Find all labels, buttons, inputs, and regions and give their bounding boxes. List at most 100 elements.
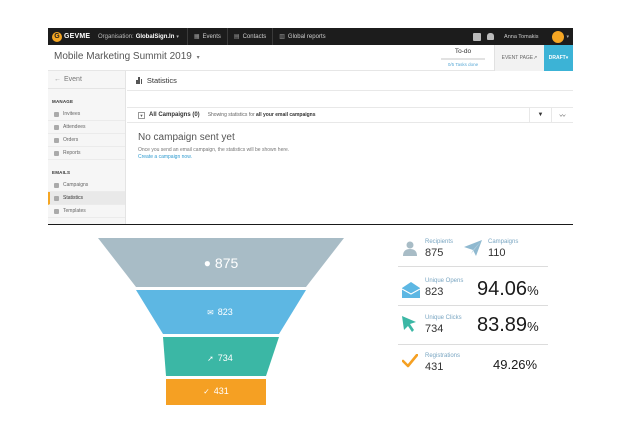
nav-events[interactable]: ▦ Events: [186, 28, 227, 45]
stats-divider: [398, 344, 548, 345]
campaigns-value: 110: [488, 247, 506, 259]
sidebar-item-campaigns[interactable]: Campaigns: [48, 179, 125, 192]
sidebar-item-statistics[interactable]: Statistics: [48, 192, 125, 205]
nav-global-reports-label: Global reports: [287, 33, 326, 40]
sidebar-item-label: Reports: [63, 150, 81, 156]
user-icon: ●: [203, 256, 211, 270]
app-screenshot: G GEVME Organisation: GlobalSign.In ▾ ▦ …: [48, 28, 573, 224]
paper-plane-icon: [464, 240, 482, 256]
back-label: Event: [64, 76, 82, 83]
funnel-stage-clicks: [163, 337, 279, 376]
empty-state-description: Once you send an email campaign, the sta…: [138, 147, 290, 153]
chevron-down-icon: ▾: [196, 55, 200, 61]
logo-text: GEVME: [64, 33, 91, 40]
nav-events-label: Events: [202, 33, 221, 40]
stats-divider: [398, 266, 548, 267]
campaign-dropdown-toggle[interactable]: ▼: [138, 111, 145, 119]
registrations-percentage: 49.26%: [493, 357, 538, 372]
chevron-down-icon: ▾: [176, 33, 179, 40]
event-page-button[interactable]: EVENT PAGE ↗: [494, 45, 544, 71]
organisation-selector[interactable]: Organisation: GlobalSign.In ▾: [98, 34, 179, 40]
clicks-percentage: 83.89%: [477, 314, 539, 337]
event-title: Mobile Marketing Summit 2019: [54, 51, 192, 62]
create-campaign-link[interactable]: Create a campaign now.: [138, 154, 192, 160]
organisation-label: Organisation:: [98, 33, 134, 40]
top-nav: ▦ Events ▤ Contacts ▥ Global reports: [186, 28, 332, 45]
reports-icon: ▥: [279, 34, 285, 40]
campaigns-label: Campaigns: [488, 239, 519, 245]
check-icon: [402, 354, 418, 368]
funnel-label-recipients: ● 875: [166, 252, 276, 274]
bar-chart-icon: [136, 77, 143, 84]
back-to-event[interactable]: ← Event: [48, 71, 125, 89]
funnel-value: 431: [213, 386, 229, 396]
campaign-filter-label[interactable]: All Campaigns (0): [149, 112, 200, 118]
check-icon: ✓: [203, 386, 210, 396]
user-name[interactable]: Anna Tomakis: [504, 33, 539, 40]
funnel-value: 875: [214, 255, 239, 271]
reports-icon: [54, 150, 59, 156]
sidebar: ← Event MANAGE Invitees Attendees Orders…: [48, 71, 126, 224]
contacts-icon: ▤: [233, 34, 240, 40]
todo-widget[interactable]: To-do 0/5 Tasks done: [439, 45, 487, 71]
bell-icon[interactable]: [487, 33, 495, 40]
sidebar-item-invitees[interactable]: Invitees: [48, 108, 125, 121]
sidebar-item-label: Attendees: [63, 124, 86, 130]
open-envelope-icon: [402, 282, 420, 298]
cursor-icon: [402, 316, 416, 332]
sidebar-item-attendees[interactable]: Attendees: [48, 121, 125, 134]
clicks-label: Unique Clicks: [425, 315, 462, 321]
draft-label: DRAFT: [548, 55, 566, 61]
trend-icon[interactable]: 〰: [551, 108, 573, 122]
funnel-value: 823: [217, 307, 233, 317]
attendee-icon: [54, 124, 59, 130]
recipients-value: 875: [425, 247, 444, 259]
sidebar-item-label: Invitees: [63, 111, 81, 117]
funnel-value: 734: [217, 353, 233, 363]
sidebar-item-orders[interactable]: Orders: [48, 134, 125, 147]
sidebar-item-templates[interactable]: Templates: [48, 205, 125, 218]
funnel-stage-opens: [136, 290, 306, 334]
event-selector[interactable]: Mobile Marketing Summit 2019 ▾: [54, 51, 200, 62]
template-icon: [54, 208, 59, 214]
divider: [48, 224, 573, 225]
avatar[interactable]: [552, 30, 565, 43]
campaign-filter-bar: ▼ All Campaigns (0) Showing statistics f…: [127, 107, 573, 123]
gevme-logo[interactable]: G GEVME: [48, 31, 92, 42]
event-page-label: EVENT PAGE: [501, 55, 534, 61]
nav-global-reports[interactable]: ▥ Global reports: [272, 28, 331, 45]
funnel-stage-recipients: [98, 238, 344, 287]
chevron-down-icon[interactable]: ▾: [566, 33, 569, 40]
filter-icon[interactable]: ▼: [529, 108, 551, 122]
page-title: Statistics: [127, 71, 573, 91]
sidebar-item-label: Statistics: [63, 195, 84, 201]
nav-contacts-label: Contacts: [242, 33, 267, 40]
opens-value: 823: [425, 286, 444, 298]
showing-bold: all your email campaigns: [256, 112, 316, 118]
showing-prefix: Showing statistics for: [207, 112, 255, 118]
cursor-icon: ➚: [207, 353, 214, 363]
sidebar-section-title: EMAILS: [52, 170, 71, 175]
organisation-name: GlobalSign.In: [135, 33, 175, 40]
topbar-right: Anna Tomakis ▾: [467, 28, 569, 45]
funnel-stage-registrations: [166, 379, 266, 405]
sidebar-item-label: Campaigns: [63, 182, 89, 188]
funnel-label-opens: ✉ 823: [180, 302, 260, 322]
event-header: Mobile Marketing Summit 2019 ▾ To-do 0/5…: [48, 45, 573, 71]
opens-label: Unique Opens: [425, 278, 464, 284]
draft-button[interactable]: DRAFT ▾: [544, 45, 573, 71]
todo-label: To-do: [454, 48, 472, 55]
open-envelope-icon: ✉: [207, 307, 214, 317]
invitee-icon: [54, 111, 59, 117]
checklist-icon[interactable]: [473, 32, 482, 41]
sidebar-item-reports[interactable]: Reports: [48, 147, 125, 160]
sidebar-item-label: Orders: [63, 137, 79, 143]
logo-mark-icon: G: [52, 31, 62, 42]
calendar-icon: ▦: [193, 34, 200, 40]
recipients-label: Recipients: [425, 239, 454, 245]
sidebar-section-title: MANAGE: [52, 99, 74, 104]
registrations-value: 431: [425, 361, 444, 373]
nav-contacts[interactable]: ▤ Contacts: [226, 28, 272, 45]
funnel-label-registrations: ✓ 431: [166, 382, 266, 400]
main-content: Statistics ▼ All Campaigns (0) Showing s…: [127, 71, 573, 224]
